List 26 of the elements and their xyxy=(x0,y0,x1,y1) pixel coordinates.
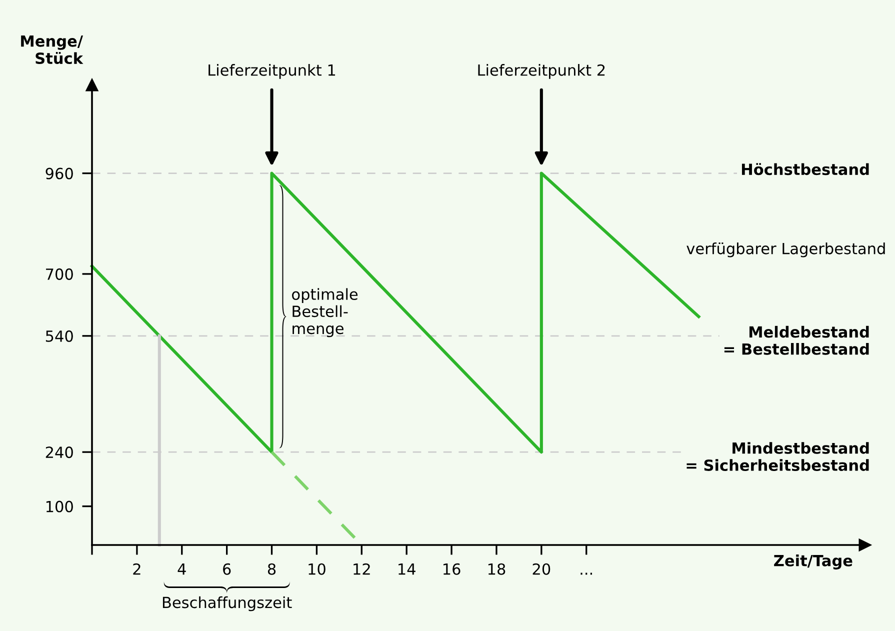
x-tick-label: 4 xyxy=(178,564,186,575)
x-tick-label: 18 xyxy=(488,563,506,575)
x-tick-label: 10 xyxy=(308,563,326,575)
ref-line-label: Meldebestand = Bestellbestand xyxy=(724,326,869,355)
x-tick-label: 14 xyxy=(398,564,416,575)
text: Lieferzeitpunkt 2 xyxy=(478,64,605,79)
text: Beschaffungszeit xyxy=(162,596,292,612)
annotation: optimale Bestell- menge xyxy=(292,288,358,338)
x-tick-label: 16 xyxy=(443,563,460,575)
ref-line-label: Mindestbestand = Sicherheitsbestand xyxy=(686,442,869,472)
text: verfügbarer Lagerbestand xyxy=(686,242,885,258)
x-tick-label: 2 xyxy=(133,563,140,575)
y-axis-title: Menge/ Stück xyxy=(21,35,84,64)
y-tick-label: 700 xyxy=(46,268,73,280)
x-tick-label: 8 xyxy=(268,563,276,575)
y-tick-label: 540 xyxy=(46,330,73,342)
x-tick-label: 12 xyxy=(354,563,370,575)
y-tick-label: 100 xyxy=(46,500,73,512)
ref-line-label: Höchstbestand xyxy=(742,163,869,176)
text: Lieferzeitpunkt 1 xyxy=(208,64,336,79)
x-tick-label: 6 xyxy=(223,563,231,575)
y-tick-label: 240 xyxy=(46,446,73,458)
y-tick-label: 960 xyxy=(46,168,73,180)
x-axis-title: Zeit/Tage xyxy=(774,554,852,570)
x-tick-label: 20 xyxy=(532,563,550,575)
x-tick-label: ... xyxy=(580,572,592,575)
